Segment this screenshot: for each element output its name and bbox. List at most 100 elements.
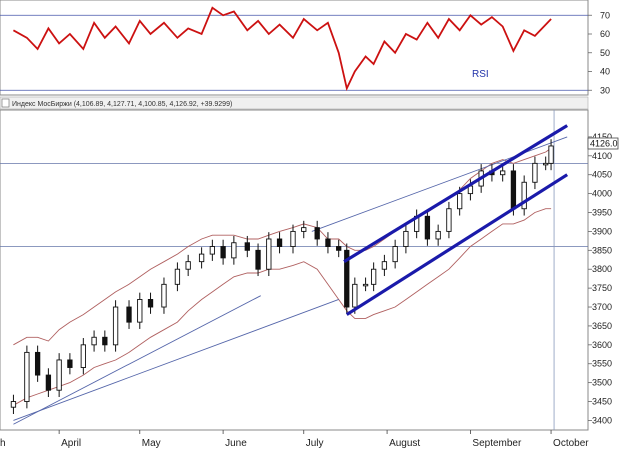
candle-body [392, 246, 398, 263]
time-x-axis: March April May June July August September Octo… [0, 430, 589, 449]
candle-body [102, 336, 108, 346]
candle-body [198, 253, 205, 263]
price-y-tick-label: 3700 [592, 302, 612, 312]
price-y-tick-label: 4000 [592, 189, 612, 199]
rsi-y-tick-label: 70 [600, 10, 610, 20]
candle-body [290, 230, 296, 247]
chart-title: Индекс МосБиржи (4,106.89, 4,127.71, 4,1… [12, 101, 232, 108]
candle-body [532, 162, 538, 183]
candle-body [457, 193, 463, 210]
price-y-tick-label: 3650 [592, 321, 612, 331]
bollinger-bands [13, 147, 552, 406]
candle-body [500, 170, 506, 176]
candle-body [352, 283, 358, 308]
price-panel: Индекс МосБиржи (4,106.89, 4,127.71, 4,1… [0, 96, 619, 449]
rsi-y-axis: 30 40 50 60 70 [588, 10, 610, 95]
candle-body [362, 283, 369, 287]
price-y-axis: 3400 3450 3500 3550 3600 3650 3700 3750 3800 3850… [588, 132, 612, 425]
x-tick-label: July [306, 438, 324, 449]
price-y-tick-label: 4050 [592, 170, 612, 180]
candle-body [510, 170, 517, 210]
candle-body [80, 344, 86, 368]
candle-body [231, 242, 237, 259]
price-channel [343, 124, 569, 316]
channel-line [343, 124, 569, 264]
price-y-tick-label: 3750 [592, 283, 612, 293]
candle-body [301, 227, 307, 232]
price-y-tick-label: 3600 [592, 340, 612, 350]
price-y-tick-label: 3450 [592, 397, 612, 407]
channel-line [345, 173, 569, 316]
candle-body [10, 401, 17, 408]
rsi-y-tick-label: 40 [600, 67, 610, 77]
price-y-tick-label: 3950 [592, 208, 612, 218]
rsi-annotation-label: RSI [472, 69, 489, 80]
price-y-tick-label: 3400 [592, 415, 612, 425]
candle-body [185, 261, 191, 270]
candle-body [91, 336, 97, 346]
x-tick-label: October [553, 438, 589, 449]
last-price-box [587, 137, 619, 150]
last-price-label: 4126.0 [590, 139, 618, 149]
candles [10, 139, 554, 415]
rsi-y-tick-label: 30 [600, 85, 610, 95]
rsi-reference-lines [0, 14, 588, 91]
x-tick-label: August [389, 438, 420, 449]
candle-body [147, 299, 154, 308]
price-y-tick-label: 3500 [592, 378, 612, 388]
trendline [13, 299, 339, 421]
x-tick-label: April [61, 438, 81, 449]
bollinger-upper-line [13, 147, 552, 346]
candle-body [370, 268, 377, 285]
rsi-panel-frame [0, 0, 589, 96]
candle-body [548, 145, 554, 164]
candle-body [126, 306, 132, 323]
price-panel-frame [0, 109, 589, 431]
x-tick-label: June [225, 438, 247, 449]
price-header-bar [0, 96, 589, 110]
trendline [13, 295, 261, 425]
candle-body [344, 249, 350, 308]
candle-body [56, 359, 62, 391]
candle-body [336, 246, 342, 251]
candle-body [174, 268, 181, 285]
candle-body [67, 359, 73, 368]
candle-body [314, 227, 320, 240]
price-y-tick-label: 3850 [592, 245, 612, 255]
candle-body [137, 299, 143, 323]
price-y-tick-label: 4150 [592, 132, 612, 142]
candle-body [161, 283, 167, 308]
candle-body [276, 238, 283, 247]
candle-body [381, 261, 388, 270]
price-y-tick-label: 3550 [592, 359, 612, 369]
candle-body [403, 230, 409, 247]
candle-body [435, 230, 441, 240]
rsi-series-line [12, 6, 552, 92]
candle-body [446, 208, 452, 232]
candle-body [543, 162, 549, 166]
rsi-y-tick-label: 60 [600, 29, 610, 39]
candle-body [521, 181, 527, 210]
candle-body [325, 238, 331, 247]
candle-body [45, 374, 52, 391]
price-y-tick-label: 4100 [592, 151, 612, 161]
x-tick-label: May [142, 438, 161, 449]
candle-body [266, 238, 272, 270]
x-tick-label: March [0, 438, 6, 449]
rsi-panel: RSI 30 40 50 60 70 [0, 0, 610, 96]
price-y-tick-label: 3900 [592, 226, 612, 236]
candle-body [424, 215, 431, 240]
x-tick-label: September [472, 438, 522, 449]
price-y-tick-label: 3800 [592, 264, 612, 274]
candle-body [112, 306, 119, 346]
candle-body [24, 351, 30, 402]
price-header-marker [1, 98, 10, 108]
candle-body [34, 351, 41, 376]
candle-body [244, 242, 250, 251]
bollinger-lower-line [13, 208, 552, 406]
rsi-y-tick-label: 50 [600, 48, 610, 58]
candle-body [255, 249, 261, 270]
candle-body [220, 246, 226, 259]
candle-body [209, 246, 216, 255]
